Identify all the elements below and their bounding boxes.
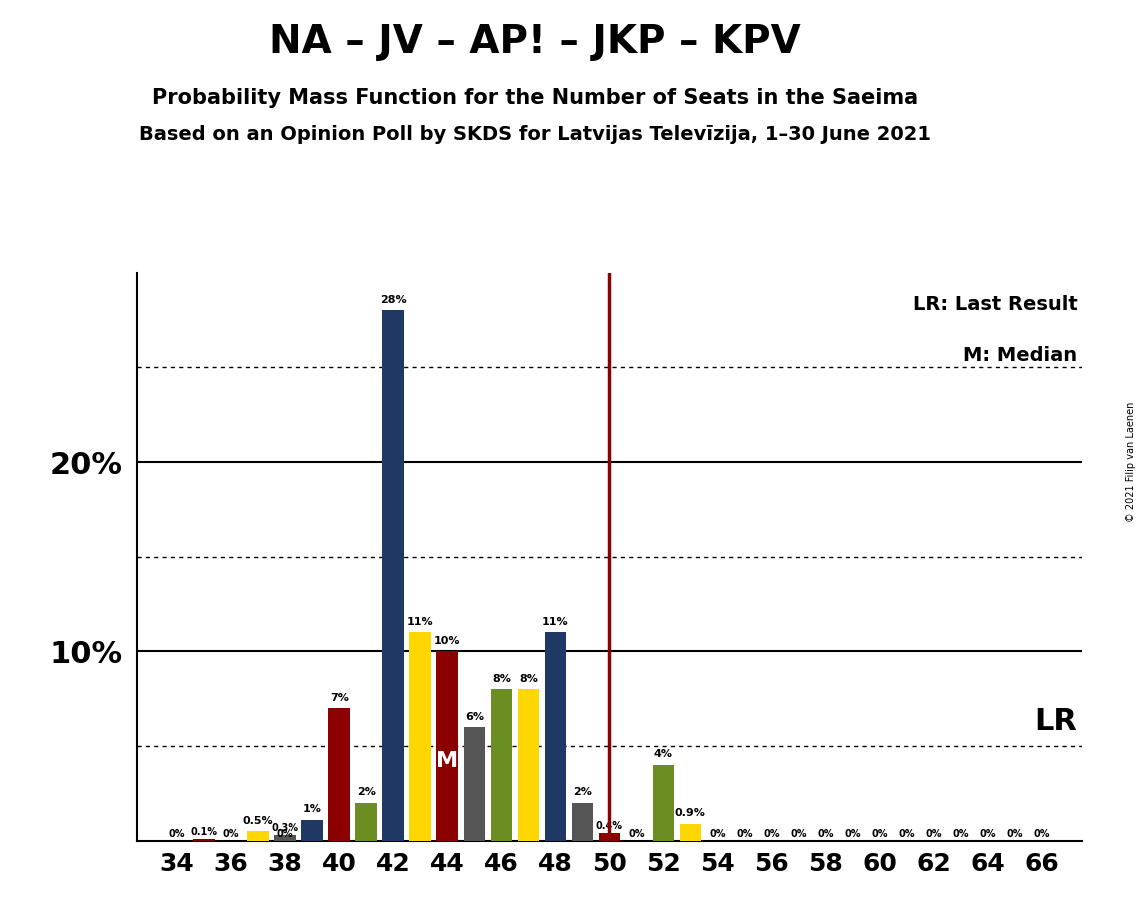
Bar — [491, 689, 513, 841]
Text: 0%: 0% — [817, 829, 834, 839]
Bar — [274, 835, 296, 841]
Text: M: M — [436, 751, 458, 772]
Text: 0%: 0% — [790, 829, 806, 839]
Text: 0.3%: 0.3% — [272, 823, 298, 833]
Text: 0%: 0% — [763, 829, 780, 839]
Text: 4%: 4% — [654, 749, 673, 760]
Text: 0%: 0% — [710, 829, 726, 839]
Text: 28%: 28% — [380, 295, 407, 305]
Text: LR: LR — [1034, 707, 1077, 736]
Text: 0%: 0% — [169, 829, 186, 839]
Text: 0%: 0% — [844, 829, 861, 839]
Text: Based on an Opinion Poll by SKDS for Latvijas Televīzija, 1–30 June 2021: Based on an Opinion Poll by SKDS for Lat… — [139, 125, 932, 144]
Text: NA – JV – AP! – JKP – KPV: NA – JV – AP! – JKP – KPV — [270, 23, 801, 61]
Bar — [653, 765, 674, 841]
Bar — [436, 651, 458, 841]
Text: 0%: 0% — [1033, 829, 1050, 839]
Bar — [194, 839, 215, 841]
Text: 11%: 11% — [407, 617, 434, 626]
Bar — [302, 820, 323, 841]
Text: 0%: 0% — [925, 829, 942, 839]
Bar — [328, 708, 350, 841]
Text: 0.4%: 0.4% — [596, 821, 623, 832]
Bar — [544, 632, 566, 841]
Text: 0%: 0% — [277, 829, 294, 839]
Bar — [464, 727, 485, 841]
Text: 2%: 2% — [357, 787, 376, 797]
Text: 0%: 0% — [871, 829, 887, 839]
Text: 11%: 11% — [542, 617, 568, 626]
Text: 10%: 10% — [434, 636, 460, 646]
Bar — [383, 310, 404, 841]
Text: 0%: 0% — [1006, 829, 1023, 839]
Bar — [680, 824, 702, 841]
Bar — [355, 803, 377, 841]
Text: 8%: 8% — [519, 674, 538, 684]
Text: 0%: 0% — [952, 829, 969, 839]
Text: M: Median: M: Median — [964, 346, 1077, 366]
Text: 1%: 1% — [303, 804, 321, 814]
Text: 8%: 8% — [492, 674, 510, 684]
Text: 0%: 0% — [736, 829, 753, 839]
Text: 6%: 6% — [465, 711, 484, 722]
Text: 2%: 2% — [573, 787, 592, 797]
Text: © 2021 Filip van Laenen: © 2021 Filip van Laenen — [1126, 402, 1136, 522]
Text: Probability Mass Function for the Number of Seats in the Saeima: Probability Mass Function for the Number… — [153, 88, 918, 108]
Bar — [517, 689, 539, 841]
Text: LR: Last Result: LR: Last Result — [912, 296, 1077, 314]
Bar — [247, 832, 269, 841]
Text: 0%: 0% — [223, 829, 239, 839]
Bar — [410, 632, 431, 841]
Text: 7%: 7% — [330, 693, 349, 702]
Bar — [599, 833, 620, 841]
Text: 0.9%: 0.9% — [675, 808, 706, 818]
Text: 0.1%: 0.1% — [190, 827, 218, 837]
Text: 0%: 0% — [628, 829, 645, 839]
Text: 0%: 0% — [980, 829, 995, 839]
Bar — [572, 803, 593, 841]
Text: 0%: 0% — [899, 829, 915, 839]
Text: 0.5%: 0.5% — [243, 816, 273, 826]
